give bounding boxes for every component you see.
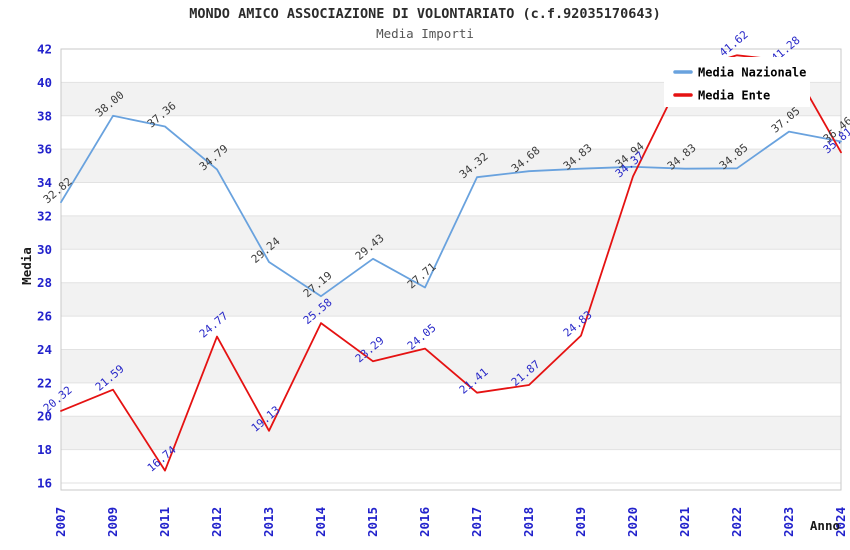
x-tick-label: 2014 — [313, 507, 328, 537]
y-axis-title: Media — [19, 247, 34, 285]
chart-title: MONDO AMICO ASSOCIAZIONE DI VOLONTARIATO… — [189, 6, 661, 22]
x-tick-label: 2015 — [365, 507, 380, 537]
y-tick-label: 40 — [37, 75, 52, 90]
x-tick-label: 2021 — [677, 507, 692, 537]
x-tick-label: 2013 — [261, 507, 276, 537]
plot-band — [61, 282, 841, 317]
plot-band — [61, 149, 841, 183]
y-tick-label: 18 — [37, 442, 52, 457]
x-tick-label: 2024 — [833, 507, 848, 537]
x-tick-label: 2019 — [573, 507, 588, 537]
x-tick-label: 2016 — [417, 507, 432, 537]
y-tick-label: 16 — [37, 476, 52, 491]
y-tick-label: 22 — [37, 375, 52, 390]
x-tick-label: 2018 — [521, 507, 536, 537]
legend-item-media-nazionale: Media Nazionale — [698, 66, 806, 80]
x-tick-label: 2007 — [53, 507, 68, 537]
x-axis-title: Anno — [810, 518, 840, 533]
x-tick-label: 2020 — [625, 507, 640, 537]
x-tick-label: 2022 — [729, 507, 744, 537]
y-tick-label: 20 — [37, 409, 52, 424]
y-tick-label: 42 — [37, 42, 52, 57]
plot-band — [61, 115, 841, 150]
y-tick-label: 36 — [37, 142, 52, 157]
plot-frame — [60, 48, 842, 491]
legend-item-media-ente: Media Ente — [698, 89, 770, 103]
x-tick-label: 2009 — [105, 507, 120, 537]
plot-band — [61, 349, 841, 383]
plot-band — [61, 382, 841, 417]
legend-box — [664, 57, 810, 107]
plot-band — [61, 449, 841, 483]
plot-band — [61, 316, 841, 350]
plot-band — [61, 249, 841, 283]
x-tick-label: 2011 — [157, 507, 172, 537]
plot-band — [61, 416, 841, 450]
y-tick-label: 34 — [37, 175, 52, 190]
y-tick-label: 26 — [37, 309, 52, 324]
y-tick-label: 30 — [37, 242, 52, 257]
x-tick-label: 2012 — [209, 507, 224, 537]
series-line-media-nazionale — [60, 114, 842, 298]
plot-band — [61, 182, 841, 216]
x-tick-label: 2023 — [781, 507, 796, 537]
y-tick-label: 24 — [37, 342, 52, 357]
chart-subtitle: Media Importi — [376, 26, 474, 41]
y-tick-label: 32 — [37, 208, 52, 223]
y-tick-label: 28 — [37, 275, 52, 290]
y-tick-label: 38 — [37, 108, 52, 123]
x-tick-label: 2017 — [469, 507, 484, 537]
